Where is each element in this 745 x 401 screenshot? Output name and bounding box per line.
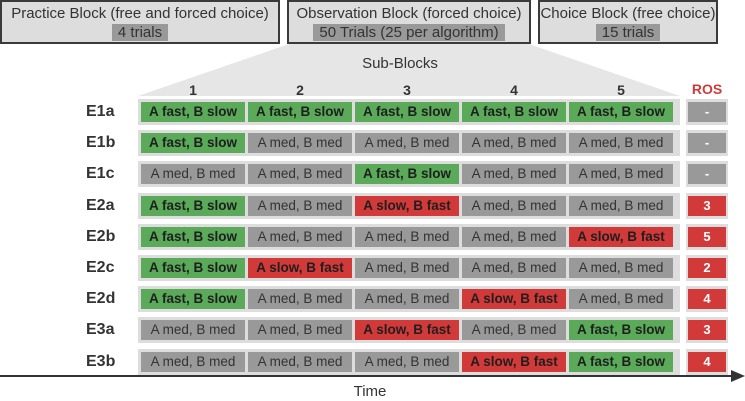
sub-block-cell: A med, B med <box>462 258 566 278</box>
ros-value: 2 <box>688 258 726 278</box>
sub-block-cell: A fast, B slow <box>141 289 245 309</box>
sub-block-cell: A med, B med <box>462 164 566 184</box>
sub-block-cell: A fast, B slow <box>141 133 245 153</box>
sub-block-cell: A med, B med <box>462 196 566 216</box>
sub-block-cell: A fast, B slow <box>569 320 673 340</box>
sub-block-cell: A slow, B fast <box>355 196 459 216</box>
sub-block-cell: A med, B med <box>569 164 673 184</box>
row-label: E1b <box>86 134 116 151</box>
sub-block-cell: A med, B med <box>141 320 245 340</box>
sub-block-cell: A med, B med <box>462 133 566 153</box>
practice-block-count: 4 trials <box>111 24 169 41</box>
sub-block-cell: A slow, B fast <box>462 352 566 372</box>
sub-block-cell: A slow, B fast <box>355 320 459 340</box>
column-header: 2 <box>296 82 304 98</box>
sub-block-cell: A med, B med <box>248 164 352 184</box>
sub-block-cell: A med, B med <box>141 352 245 372</box>
sub-block-cell: A med, B med <box>248 352 352 372</box>
observation-block-title: Observation Block (forced choice) <box>296 5 522 22</box>
observation-block-count: 50 Trials (25 per algorithm) <box>313 24 505 41</box>
sub-block-cell: A fast, B slow <box>355 102 459 122</box>
sub-block-cell: A med, B med <box>355 227 459 247</box>
choice-block: Choice Block (free choice) 15 trials <box>538 0 718 44</box>
sub-block-cell: A med, B med <box>248 227 352 247</box>
sub-block-cell: A med, B med <box>569 196 673 216</box>
arrow-right-icon <box>731 370 745 382</box>
sub-block-cell: A med, B med <box>569 258 673 278</box>
sub-block-cell: A med, B med <box>355 289 459 309</box>
sub-block-cell: A med, B med <box>569 133 673 153</box>
ros-value: 3 <box>688 196 726 216</box>
practice-block-title: Practice Block (free and forced choice) <box>11 5 269 22</box>
practice-block: Practice Block (free and forced choice) … <box>0 0 280 44</box>
ros-value: 4 <box>688 289 726 309</box>
sub-block-cell: A med, B med <box>248 196 352 216</box>
ros-value: - <box>688 164 726 184</box>
ros-value: 4 <box>688 352 726 372</box>
sub-block-cell: A med, B med <box>462 227 566 247</box>
row-label: E2b <box>86 228 116 245</box>
sub-block-cell: A fast, B slow <box>569 352 673 372</box>
sub-block-cell: A fast, B slow <box>141 102 245 122</box>
sub-block-cell: A fast, B slow <box>355 164 459 184</box>
sub-block-cell: A med, B med <box>569 289 673 309</box>
sub-block-cell: A med, B med <box>141 164 245 184</box>
column-header: 5 <box>617 82 625 98</box>
sub-block-cell: A fast, B slow <box>569 102 673 122</box>
row-label: E1a <box>86 103 115 120</box>
row-label: E2d <box>86 290 116 307</box>
row-label: E3a <box>86 321 115 338</box>
sub-block-cell: A fast, B slow <box>141 196 245 216</box>
ros-value: 3 <box>688 320 726 340</box>
sub-block-cell: A med, B med <box>462 320 566 340</box>
column-header: 3 <box>403 82 411 98</box>
ros-value: - <box>688 102 726 122</box>
sub-block-cell: A slow, B fast <box>462 289 566 309</box>
column-header: 4 <box>510 82 518 98</box>
time-axis <box>0 370 745 382</box>
sub-block-cell: A fast, B slow <box>462 102 566 122</box>
sub-block-cell: A med, B med <box>248 289 352 309</box>
sub-block-cell: A med, B med <box>248 320 352 340</box>
observation-block: Observation Block (forced choice) 50 Tri… <box>287 0 531 44</box>
row-label: E3b <box>86 353 116 370</box>
sub-block-cell: A med, B med <box>248 133 352 153</box>
sub-block-cell: A fast, B slow <box>141 227 245 247</box>
column-header: 1 <box>189 82 197 98</box>
sub-block-cell: A slow, B fast <box>248 258 352 278</box>
sub-block-cell: A fast, B slow <box>141 258 245 278</box>
choice-block-count: 15 trials <box>595 24 661 41</box>
sub-block-cell: A fast, B slow <box>248 102 352 122</box>
sub-block-cell: A med, B med <box>355 352 459 372</box>
sub-blocks-label: Sub-Blocks <box>362 55 438 72</box>
sub-block-cell: A slow, B fast <box>569 227 673 247</box>
choice-block-title: Choice Block (free choice) <box>540 5 716 22</box>
sub-block-cell: A med, B med <box>355 258 459 278</box>
ros-value: 5 <box>688 227 726 247</box>
row-label: E1c <box>86 165 115 182</box>
row-label: E2a <box>86 197 115 214</box>
time-label: Time <box>353 383 387 400</box>
ros-value: - <box>688 133 726 153</box>
sub-block-cell: A med, B med <box>355 133 459 153</box>
row-label: E2c <box>86 259 115 276</box>
ros-header: ROS <box>691 81 723 97</box>
